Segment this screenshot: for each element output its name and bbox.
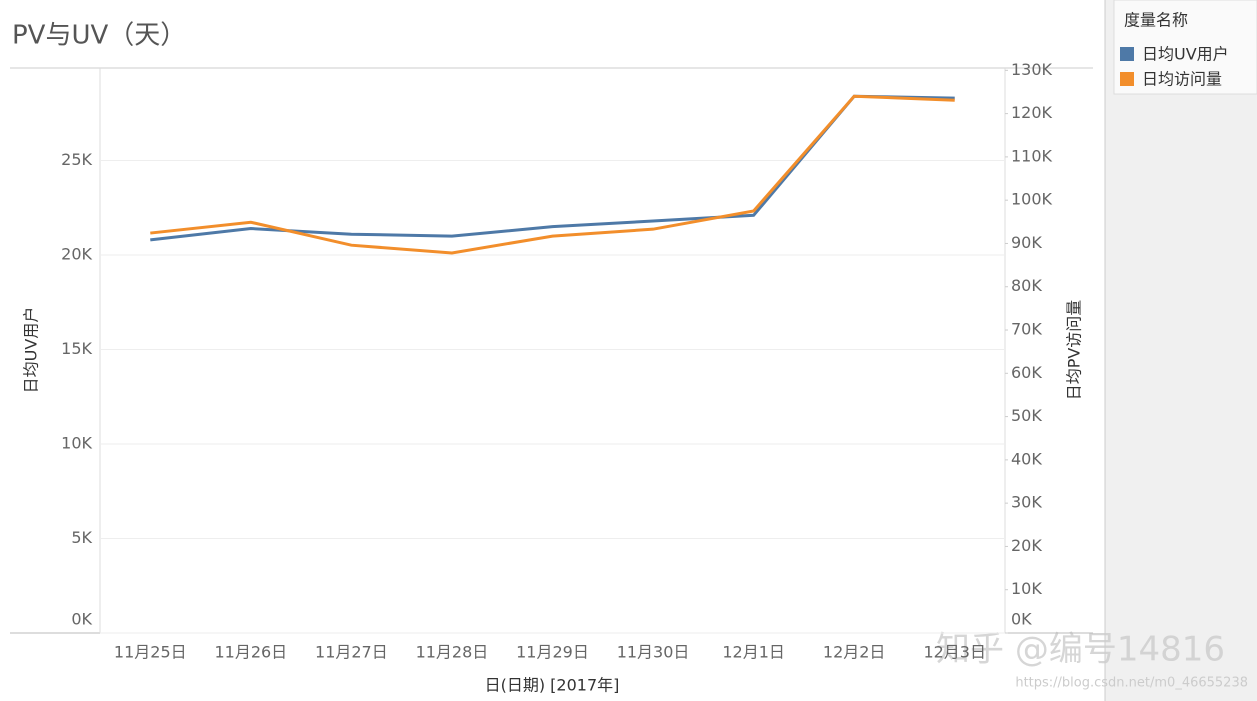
legend-swatch [1120, 47, 1134, 61]
x-tick-label: 11月30日 [617, 643, 690, 662]
y-tick-label: 25K [61, 150, 92, 169]
chart-title: PV与UV（天） [12, 21, 186, 51]
x-tick-label: 11月27日 [315, 643, 388, 662]
y-tick-label: 15K [61, 339, 92, 358]
y2-axis-title: 日均PV访问量 [1065, 300, 1084, 401]
y2-tick-label: 100K [1011, 190, 1053, 209]
y2-tick-label: 50K [1011, 406, 1042, 425]
series-line [150, 94, 955, 255]
x-tick-label: 12月2日 [823, 643, 886, 662]
legend-box [1113, 0, 1257, 95]
x-tick-label: 11月29日 [516, 643, 589, 662]
y-tick-label: 0K [71, 610, 92, 629]
y2-tick-label: 70K [1011, 320, 1042, 339]
y2-tick-label: 0K [1011, 610, 1032, 629]
x-axis-title: 日(日期) [2017年] [485, 676, 620, 695]
legend-panel [1105, 0, 1257, 701]
y2-tick-label: 80K [1011, 276, 1042, 295]
y-tick-label: 10K [61, 434, 92, 453]
y-axis-title: 日均UV用户 [22, 307, 41, 394]
legend-swatch [1120, 72, 1134, 86]
y2-tick-label: 130K [1011, 60, 1053, 79]
x-tick-label: 11月26日 [214, 643, 287, 662]
x-tick-label: 12月3日 [923, 643, 986, 662]
y2-tick-label: 60K [1011, 363, 1042, 382]
y-tick-label: 5K [71, 528, 92, 547]
legend-label: 日均UV用户 [1142, 45, 1229, 64]
watermark-url: https://blog.csdn.net/m0_46655238 [1015, 676, 1248, 691]
y2-tick-label: 10K [1011, 579, 1042, 598]
watermark: 知乎 @编号14816 [936, 630, 1225, 670]
y2-tick-label: 30K [1011, 493, 1042, 512]
legend-title: 度量名称 [1124, 11, 1188, 30]
y2-tick-label: 40K [1011, 449, 1042, 468]
y2-tick-label: 20K [1011, 536, 1042, 555]
x-tick-label: 11月25日 [114, 643, 187, 662]
x-tick-label: 12月1日 [722, 643, 785, 662]
y2-tick-label: 120K [1011, 103, 1053, 122]
x-tick-label: 11月28日 [416, 643, 489, 662]
y2-tick-label: 90K [1011, 233, 1042, 252]
y2-tick-label: 110K [1011, 146, 1053, 165]
y-tick-label: 20K [61, 245, 92, 264]
legend-label: 日均访问量 [1142, 70, 1222, 89]
